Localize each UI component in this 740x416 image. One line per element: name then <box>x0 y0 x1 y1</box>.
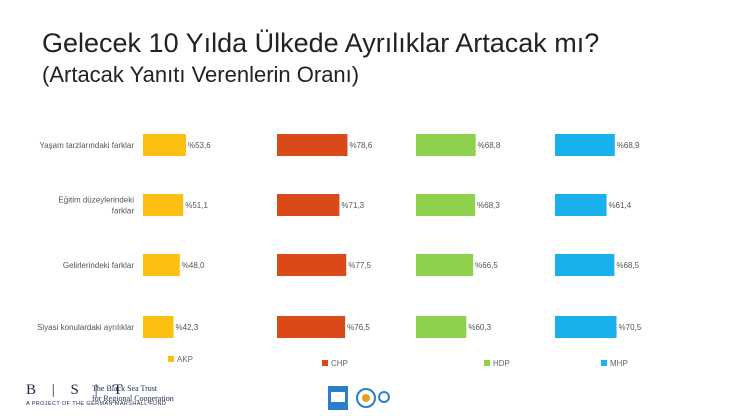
page-title: Gelecek 10 Yılda Ülkede Ayrılıklar Artac… <box>42 28 600 58</box>
page-subtitle: (Artacak Yanıtı Verenlerin Oranı) <box>42 62 360 87</box>
legend-label: HDP <box>493 359 510 368</box>
bar-chp <box>277 134 348 156</box>
legend-label: AKP <box>177 355 193 364</box>
data-label: %68,8 <box>478 141 501 150</box>
bar-akp <box>143 134 186 156</box>
partner-seal-icon <box>356 388 376 408</box>
bar-akp <box>143 316 174 338</box>
data-label: %61,4 <box>609 201 632 210</box>
bst-tagline: A PROJECT OF THE GERMAN MARSHALL FUND <box>26 401 167 407</box>
category-label: Siyasi konulardaki ayrılıklar <box>37 323 134 332</box>
bar-chp <box>277 194 340 216</box>
legend-swatch <box>484 360 490 366</box>
data-label: %42,3 <box>176 323 199 332</box>
bar-chp <box>277 316 346 338</box>
bst-org-line2: for Regional Cooperation <box>92 394 174 403</box>
partner-logo-icon <box>328 386 348 410</box>
data-label: %76,5 <box>347 323 370 332</box>
data-label: %53,6 <box>188 141 211 150</box>
legend-swatch <box>168 356 174 362</box>
data-label: %51,1 <box>185 201 208 210</box>
bar-mhp <box>555 316 617 338</box>
bar-mhp <box>555 194 607 216</box>
data-label: %68,9 <box>617 141 640 150</box>
footer: B | S | T The Black Sea Trust for Region… <box>26 382 174 407</box>
bst-logo: B | S | T <box>26 382 129 398</box>
bar-hdp <box>416 134 476 156</box>
bar-hdp <box>416 254 474 276</box>
data-label: %48,0 <box>182 261 205 270</box>
category-label: Gelirlerindeki farklar <box>63 261 134 270</box>
bar-hdp <box>416 316 467 338</box>
bar-mhp <box>555 134 615 156</box>
data-label: %78,6 <box>349 141 372 150</box>
category-label: Eğitim düzeylerindeki farklar <box>58 196 134 216</box>
data-label: %77,5 <box>348 261 371 270</box>
title-block: Gelecek 10 Yılda Ülkede Ayrılıklar Artac… <box>42 26 599 90</box>
legend-label: CHP <box>331 359 348 368</box>
bar-akp <box>143 194 184 216</box>
bar-chp <box>277 254 347 276</box>
legend-swatch <box>601 360 607 366</box>
bar-akp <box>143 254 180 276</box>
category-label: Yaşam tarzlarındaki farklar <box>39 141 134 150</box>
data-label: %71,3 <box>341 201 364 210</box>
data-label: %68,3 <box>477 201 500 210</box>
data-label: %70,5 <box>619 323 642 332</box>
legend-swatch <box>322 360 328 366</box>
bst-org-line1: The Black Sea Trust <box>92 384 158 393</box>
partner-mark-icon <box>378 391 390 403</box>
data-label: %66,5 <box>475 261 498 270</box>
data-label: %68,5 <box>616 261 639 270</box>
legend-label: MHP <box>610 359 628 368</box>
data-label: %60,3 <box>468 323 491 332</box>
bar-hdp <box>416 194 476 216</box>
bar-mhp <box>555 254 615 276</box>
bst-org-name: The Black Sea Trust for Regional Coopera… <box>92 384 174 404</box>
